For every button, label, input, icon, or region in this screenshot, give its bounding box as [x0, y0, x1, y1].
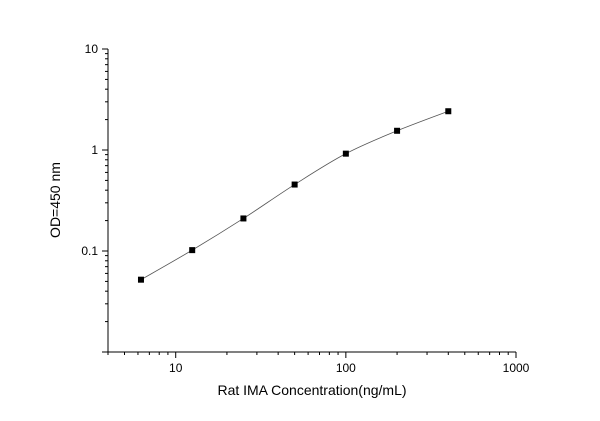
- y-tick-label: 1: [91, 143, 98, 157]
- data-point: [394, 127, 401, 134]
- data-point: [137, 276, 144, 283]
- x-tick-label: 1000: [503, 361, 530, 375]
- fit-curve-layer: [140, 110, 449, 281]
- data-point: [189, 247, 196, 254]
- x-tick-label: 100: [336, 361, 356, 375]
- data-point: [342, 150, 349, 157]
- y-axis-title: OD=450 nm: [47, 162, 63, 238]
- data-points: [137, 108, 452, 283]
- data-point: [445, 108, 452, 115]
- y-tick-label: 0.1: [81, 244, 98, 258]
- fit-curve: [140, 110, 449, 281]
- data-point: [291, 181, 298, 188]
- x-axis-title: Rat IMA Concentration(ng/mL): [217, 382, 406, 398]
- data-point: [240, 215, 247, 222]
- x-tick-label: 10: [169, 361, 183, 375]
- axes: 10 100 1000 0.1 1 10: [81, 42, 529, 375]
- y-tick-label: 10: [85, 42, 99, 56]
